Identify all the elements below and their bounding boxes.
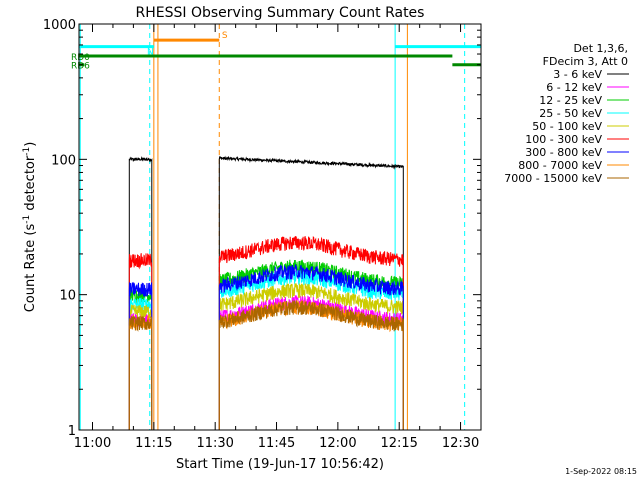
x-tick-label-3: 11:45 (258, 436, 295, 451)
y-tick-label-1: 10 (59, 289, 76, 304)
legend-label-8: 7000 - 15000 keV (504, 172, 602, 185)
x-tick-label-0: 11:00 (74, 436, 111, 451)
axes: 11:00 11:15 11:30 11:45 12:00 12:15 12:30 1 10 10… (43, 18, 482, 451)
series-line-6-1 (218, 263, 404, 430)
legend-label-7: 800 - 7000 keV (518, 159, 602, 172)
legend-label-6: 300 - 800 keV (525, 146, 602, 159)
y-axis-label-main: Count Rate (s (23, 224, 38, 313)
legend-header-1: FDecim 3, Att 0 (543, 55, 628, 68)
y-axis-label-sup1: -1 (22, 215, 32, 224)
y-tick-label-0: 1 (68, 424, 76, 439)
x-tick-label-1: 11:15 (135, 436, 172, 451)
series-0 (128, 155, 404, 430)
y-tick-label-2: 100 (51, 153, 76, 168)
series-line-8-0 (128, 315, 153, 430)
chart-title: RHESSI Observing Summary Count Rates (136, 5, 425, 21)
series-line-1-0 (128, 313, 153, 430)
series-6 (128, 263, 404, 430)
series-line-0-0 (128, 156, 153, 430)
flag-label-1: N (147, 48, 154, 58)
legend-label-2: 12 - 25 keV (539, 94, 602, 107)
y-axis-label-sup2: -1 (22, 147, 32, 156)
flag-label-0: S (222, 31, 228, 41)
y-axis-label-mid: detector (23, 155, 38, 215)
series-line-3-0 (128, 297, 153, 430)
x-tick-label-2: 11:30 (196, 436, 233, 451)
series-line-0-1 (218, 155, 404, 430)
x-tick-label-5: 12:15 (380, 436, 417, 451)
series-line-5-1 (218, 236, 404, 430)
series-8 (128, 299, 404, 430)
y-axis-label-end: ) (23, 142, 38, 147)
legend-label-4: 50 - 100 keV (532, 120, 602, 133)
series-line-2-1 (218, 259, 404, 430)
series-line-6-0 (128, 281, 153, 430)
legend-label-3: 25 - 50 keV (539, 107, 602, 120)
series-line-4-0 (128, 304, 153, 430)
flag-label-3: RD0 (71, 53, 90, 63)
x-axis-label: Start Time (19-Jun-17 10:56:42) (176, 457, 384, 472)
y-axis-label: Count Rate (s-1 detector-1) (22, 142, 38, 313)
y-tick-label-3: 1000 (43, 18, 76, 33)
legend-label-0: 3 - 6 keV (553, 68, 602, 81)
series-line-5-0 (128, 253, 153, 430)
series-5 (128, 236, 404, 430)
x-tick-label-4: 12:00 (319, 436, 356, 451)
legend-header-0: Det 1,3,6, (573, 42, 628, 55)
x-tick-label-6: 12:30 (442, 436, 479, 451)
legend-label-1: 6 - 12 keV (546, 81, 602, 94)
legend-label-5: 100 - 300 keV (525, 133, 602, 146)
series-4 (128, 282, 404, 430)
flag-label-4: RD6 (71, 62, 90, 72)
plot-frame (78, 23, 482, 431)
series-line-7-0 (128, 314, 153, 430)
series-line-8-1 (218, 299, 404, 430)
series-line-4-1 (218, 282, 404, 430)
timestamp: 1-Sep-2022 08:15 (565, 467, 637, 476)
